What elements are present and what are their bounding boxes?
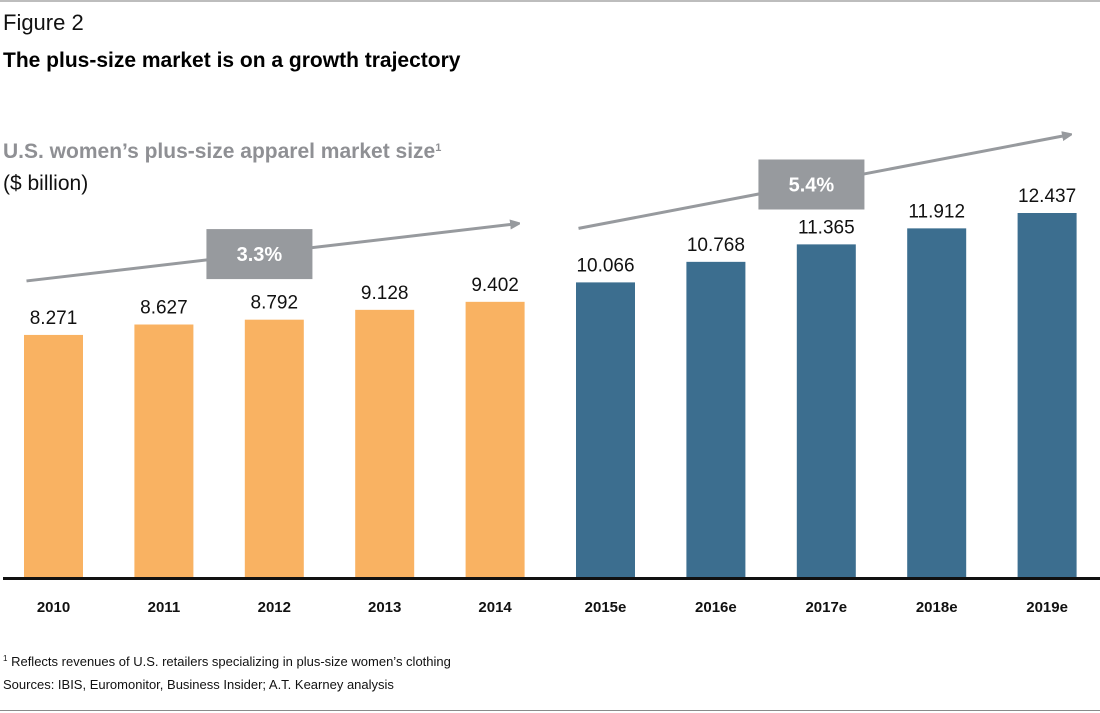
x-tick-label-2017e: 2017e: [805, 599, 847, 616]
x-tick-label-2010: 2010: [37, 599, 70, 616]
chart-unit-label: ($ billion): [3, 172, 89, 195]
x-tick-label-2012: 2012: [258, 599, 291, 616]
growth-rate-label-1: 3.3%: [237, 244, 283, 266]
value-label-2012: 8.792: [251, 293, 299, 314]
figure-label: Figure 2: [3, 10, 84, 35]
x-tick-label-2015e: 2015e: [585, 599, 627, 616]
bar-2012: [244, 319, 304, 577]
value-label-2010: 8.271: [30, 308, 78, 329]
value-label-2014: 9.402: [471, 275, 519, 296]
bar-2014: [465, 301, 525, 577]
x-tick-label-2018e: 2018e: [916, 599, 958, 616]
value-label-2015e: 10.066: [576, 255, 634, 276]
x-tick-label-2011: 2011: [148, 599, 181, 616]
chart-title: U.S. women’s plus-size apparel market si…: [3, 140, 441, 164]
growth-rate-label-2: 5.4%: [789, 174, 835, 196]
x-tick-label-2016e: 2016e: [695, 599, 737, 616]
bar-2010: [24, 334, 83, 577]
bottom-rule: [0, 710, 1100, 711]
footnote-marker: 1: [3, 654, 8, 663]
bar-2017e: [796, 244, 856, 578]
bar-2018e: [907, 228, 967, 577]
footnote-text: Reflects revenues of U.S. retailers spec…: [11, 654, 451, 669]
figure-title: The plus-size market is on a growth traj…: [3, 49, 461, 72]
bar-2013: [355, 309, 415, 577]
growth-rate-box-2: [758, 159, 865, 210]
value-label-2011: 8.627: [140, 298, 188, 319]
bar-2016e: [686, 261, 746, 577]
x-tick-label-2019e: 2019e: [1026, 599, 1068, 616]
top-rule: [0, 0, 1100, 2]
x-tick-label-2014: 2014: [478, 599, 512, 616]
bar-2019e: [1017, 213, 1077, 577]
growth-rate-box-1: [206, 229, 313, 280]
value-label-2018e: 11.912: [908, 201, 965, 222]
value-label-2017e: 11.365: [798, 217, 855, 238]
bar-2015e: [576, 282, 635, 577]
value-label-2013: 9.128: [361, 283, 409, 304]
sources-note: Sources: IBIS, Euromonitor, Business Ins…: [3, 677, 394, 692]
bar-2011: [134, 324, 194, 577]
value-label-2016e: 10.768: [687, 235, 745, 256]
footnote: 1 Reflects revenues of U.S. retailers sp…: [3, 654, 451, 669]
x-tick-label-2013: 2013: [368, 599, 401, 616]
value-label-2019e: 12.437: [1018, 186, 1076, 207]
chart-title-superscript: 1: [435, 142, 442, 154]
chart-title-text: U.S. women’s plus-size apparel market si…: [3, 140, 436, 163]
